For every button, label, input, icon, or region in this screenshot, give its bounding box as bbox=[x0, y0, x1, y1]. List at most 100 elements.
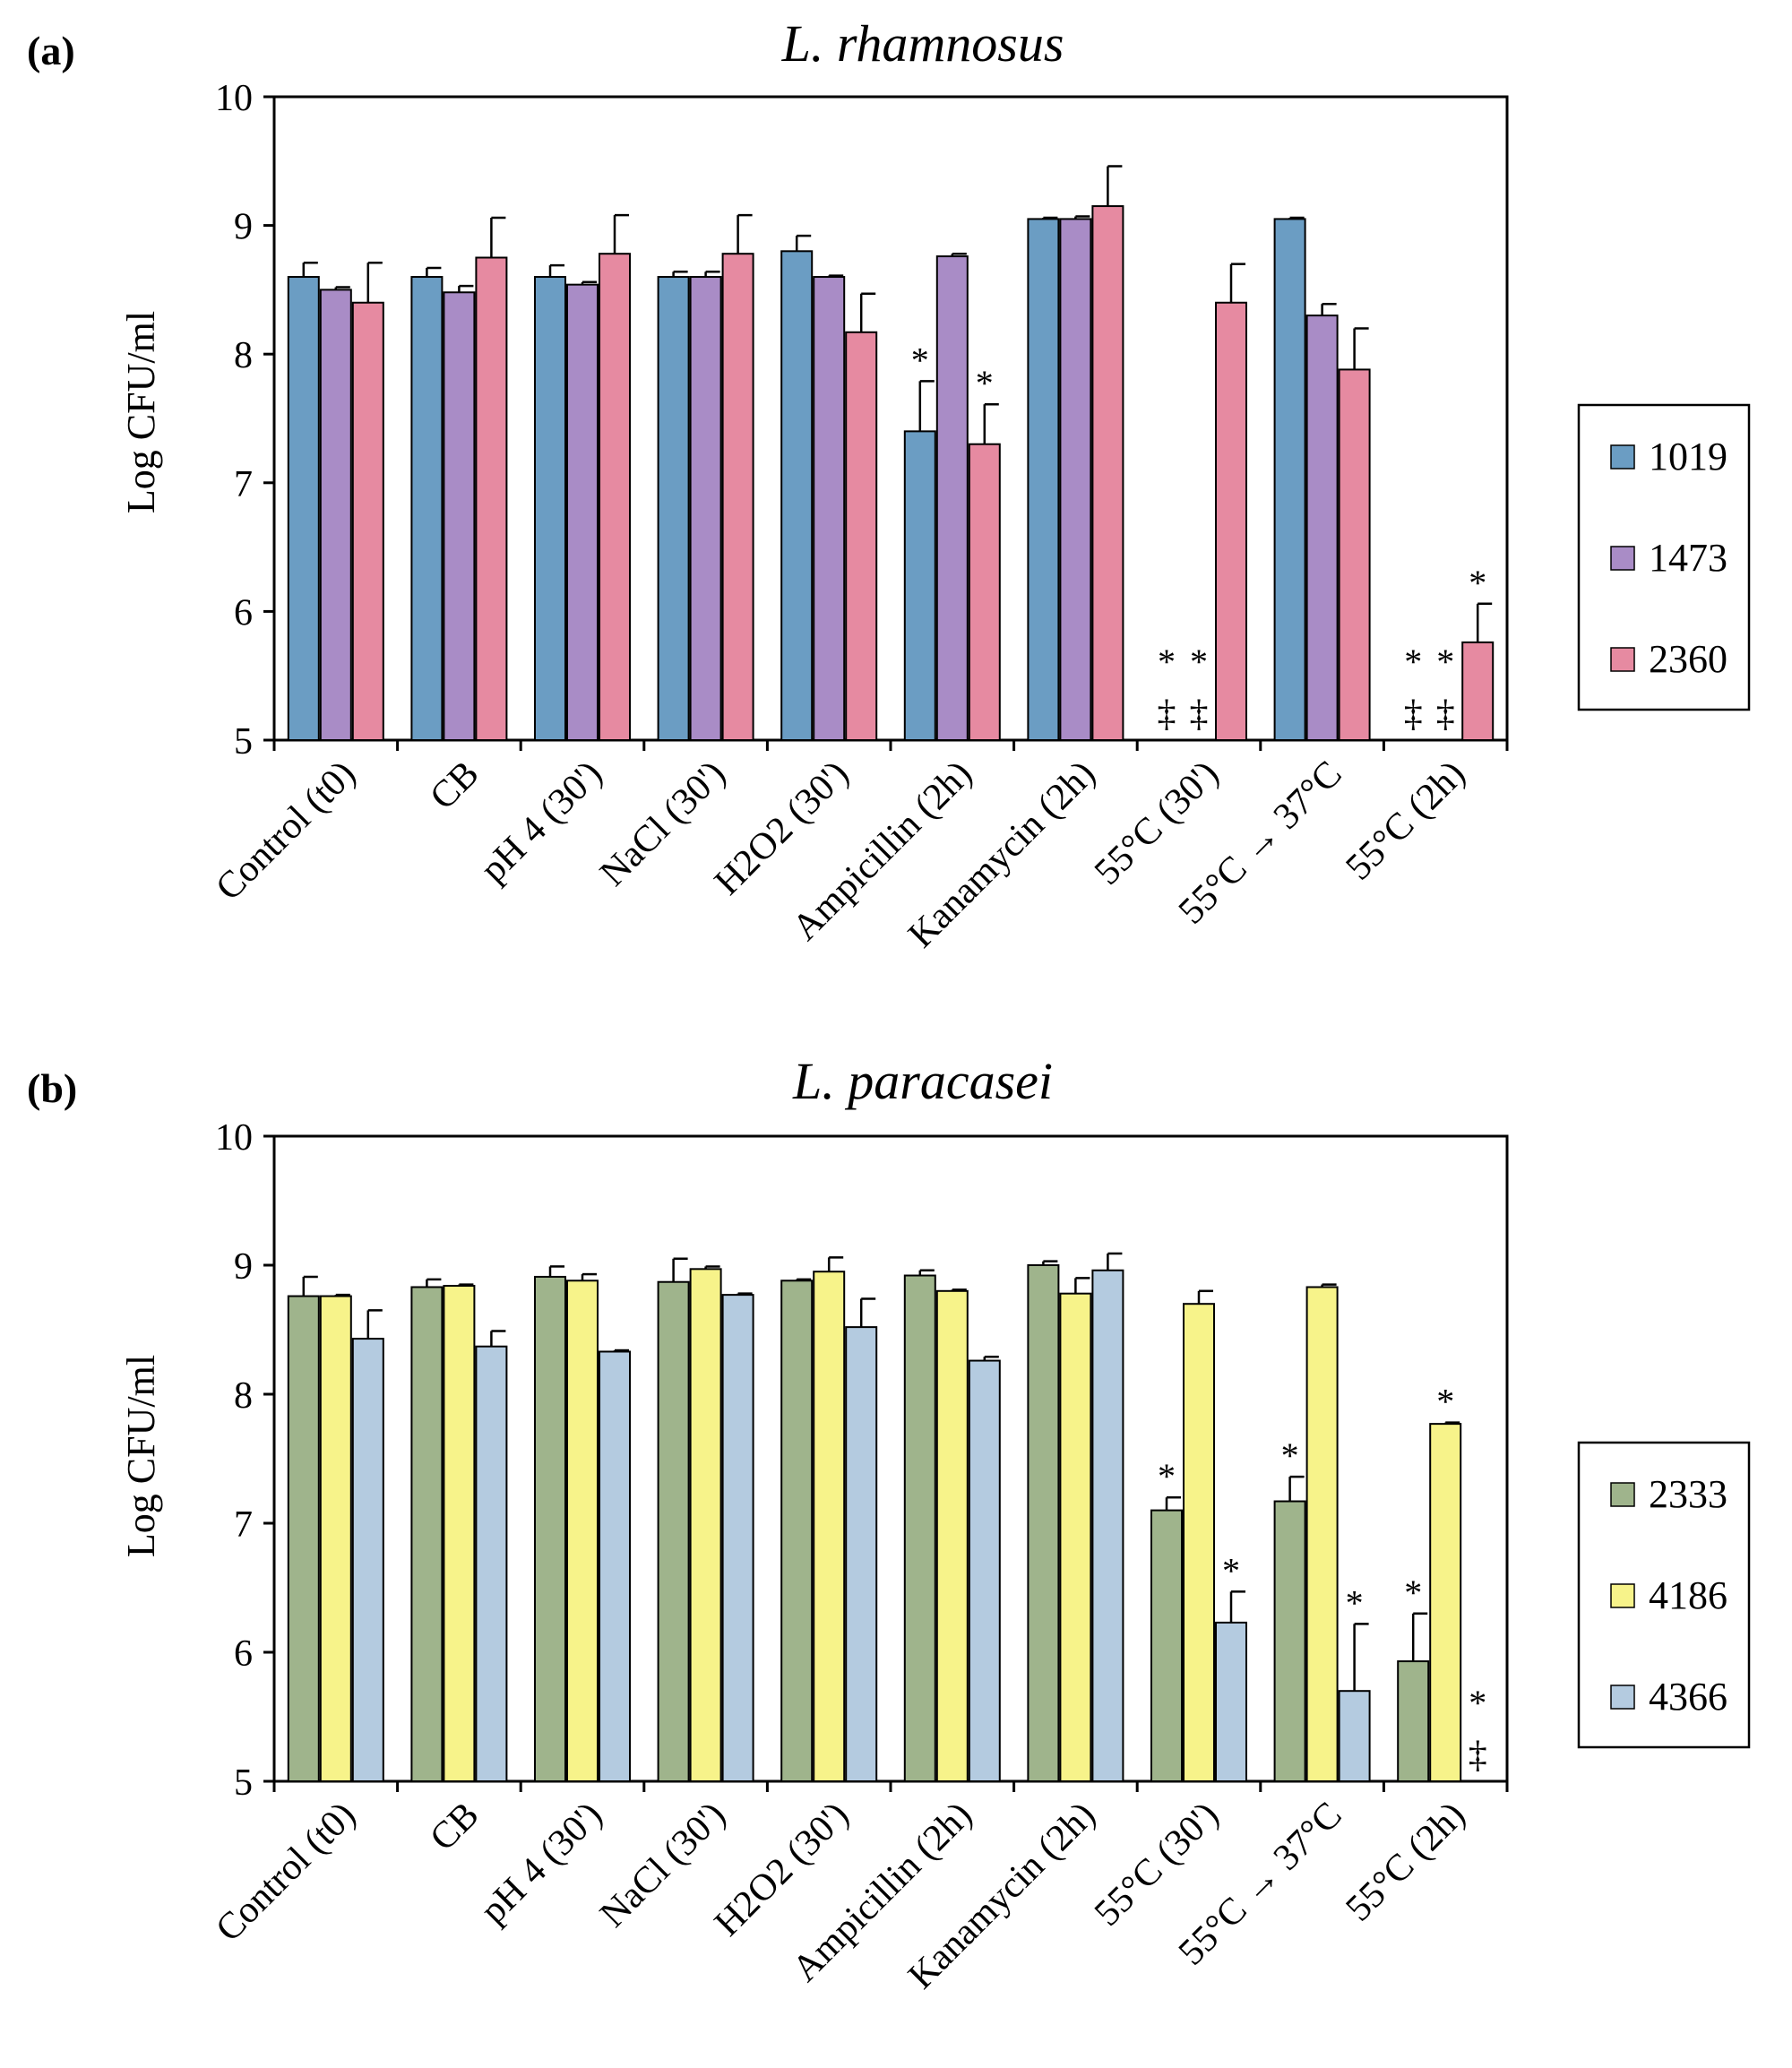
bar-4186 bbox=[319, 1295, 352, 1783]
significance-mark-dagger: ‡ bbox=[1469, 1735, 1487, 1776]
significance-mark: * bbox=[976, 363, 994, 403]
bar-2360 bbox=[1338, 368, 1371, 741]
panel-a-legend-swatch-1473 bbox=[1610, 546, 1635, 571]
panel-a-y-ticks: 5 6 7 8 9 10 bbox=[215, 78, 274, 763]
significance-mark: * bbox=[1436, 1382, 1454, 1422]
bar-1473 bbox=[319, 289, 352, 741]
bar-1019 bbox=[410, 276, 444, 742]
bar-1473 bbox=[566, 283, 599, 741]
panel-b-label: (b) bbox=[27, 1065, 77, 1111]
panel-b-legend: 2333 4186 4366 bbox=[1577, 1441, 1751, 1749]
bar-1019 bbox=[534, 276, 566, 742]
bar-4186 bbox=[1305, 1286, 1339, 1782]
y-tick-label: 8 bbox=[234, 335, 253, 376]
bar-2333 bbox=[1027, 1264, 1060, 1782]
bar-2360 bbox=[599, 253, 631, 741]
panel-a-title: L. rhamnosus bbox=[781, 14, 1064, 73]
bar-2360 bbox=[351, 301, 384, 741]
bar-4186 bbox=[813, 1271, 846, 1782]
bar-1473 bbox=[1305, 315, 1339, 741]
bar-2360 bbox=[1091, 205, 1124, 741]
bar-2360 bbox=[721, 253, 754, 741]
significance-mark: * bbox=[911, 340, 929, 380]
bar-1019 bbox=[287, 276, 320, 742]
bar-1019 bbox=[1027, 218, 1060, 742]
panel-a-legend-label-1473: 1473 bbox=[1649, 536, 1727, 580]
y-tick-label: 6 bbox=[234, 592, 253, 633]
panel-a-legend-swatch-1019 bbox=[1610, 444, 1635, 470]
panel-b-x-ticks bbox=[272, 1781, 1509, 1792]
bar-2333 bbox=[287, 1295, 320, 1783]
bar-4186 bbox=[689, 1268, 722, 1782]
panel-b-legend-swatch-4366 bbox=[1610, 1685, 1635, 1710]
bar-4186 bbox=[935, 1289, 969, 1783]
panel-b-legend-label-4186: 4186 bbox=[1649, 1573, 1727, 1617]
panel-a-legend-label-1019: 1019 bbox=[1649, 435, 1727, 478]
panel-a-legend-swatch-2360 bbox=[1610, 647, 1635, 672]
significance-mark: * bbox=[1404, 642, 1422, 682]
bar-1473 bbox=[935, 255, 969, 741]
y-tick-label: 10 bbox=[215, 1117, 253, 1159]
y-tick-label: 7 bbox=[234, 1504, 253, 1546]
bar-4186 bbox=[443, 1285, 476, 1783]
bar-4366 bbox=[475, 1345, 508, 1782]
bar-1019 bbox=[1273, 218, 1306, 742]
bar-1473 bbox=[443, 291, 476, 741]
y-tick-label: 5 bbox=[234, 1762, 253, 1804]
panel-b-legend-swatch-4186 bbox=[1610, 1583, 1635, 1608]
significance-mark: * bbox=[1158, 1456, 1176, 1496]
bar-4366 bbox=[351, 1338, 384, 1782]
panel-b-bars: * * * * * * * ‡ bbox=[287, 1252, 1487, 1783]
bar-4186 bbox=[566, 1280, 599, 1782]
bar-1019 bbox=[780, 250, 814, 741]
bar-1019 bbox=[657, 276, 690, 742]
panel-b-title: L. paracasei bbox=[792, 1052, 1053, 1110]
significance-mark-dagger: ‡ bbox=[1158, 694, 1176, 735]
panel-a-legend-frame bbox=[1577, 403, 1751, 711]
bar-1473 bbox=[1059, 218, 1092, 742]
bar-2360 bbox=[1215, 301, 1247, 741]
bar-2333 bbox=[410, 1286, 444, 1782]
significance-mark: * bbox=[1158, 642, 1176, 682]
panel-b-y-axis-label: Log CFU/ml bbox=[119, 1355, 163, 1557]
y-tick-label: 5 bbox=[234, 721, 253, 763]
bar-2333 bbox=[1397, 1660, 1430, 1782]
y-tick-label: 6 bbox=[234, 1633, 253, 1675]
panel-a-x-ticks bbox=[272, 740, 1509, 751]
bar-2333 bbox=[657, 1280, 690, 1782]
significance-mark: * bbox=[1281, 1435, 1299, 1476]
panel-a-bars: * * * ‡ * ‡ * ‡ * ‡ * bbox=[287, 165, 1495, 742]
significance-mark: * bbox=[1190, 642, 1208, 682]
y-tick-label: 8 bbox=[234, 1375, 253, 1417]
bar-4366 bbox=[1338, 1690, 1371, 1782]
significance-mark-dagger: ‡ bbox=[1404, 694, 1423, 735]
significance-mark: * bbox=[1436, 642, 1454, 682]
bar-4366 bbox=[1091, 1269, 1124, 1782]
panel-b-y-ticks: 5 6 7 8 9 10 bbox=[215, 1117, 274, 1804]
panel-a-y-axis-label: Log CFU/ml bbox=[119, 311, 163, 513]
panel-b-legend-label-4366: 4366 bbox=[1649, 1675, 1727, 1719]
panel-b-legend-frame bbox=[1577, 1441, 1751, 1749]
bar-2333 bbox=[534, 1275, 566, 1782]
significance-mark: * bbox=[1346, 1582, 1364, 1623]
bar-4366 bbox=[721, 1294, 754, 1782]
bar-2360 bbox=[475, 256, 508, 741]
bar-1019 bbox=[903, 430, 936, 741]
bar-2360 bbox=[968, 443, 1001, 741]
bar-4186 bbox=[1059, 1292, 1092, 1783]
y-tick-label: 9 bbox=[234, 207, 253, 248]
panel-b-legend-label-2333: 2333 bbox=[1649, 1472, 1727, 1516]
significance-mark: * bbox=[1222, 1550, 1240, 1590]
bar-4366 bbox=[599, 1350, 631, 1782]
bar-2360 bbox=[1461, 641, 1495, 742]
bar-1473 bbox=[813, 276, 846, 742]
bar-2360 bbox=[845, 331, 878, 741]
bar-2333 bbox=[780, 1280, 814, 1782]
significance-mark: * bbox=[1404, 1573, 1422, 1613]
significance-mark-dagger: ‡ bbox=[1436, 694, 1455, 735]
significance-mark: * bbox=[1469, 1683, 1486, 1723]
panel-a-legend-label-2360: 2360 bbox=[1649, 637, 1727, 681]
